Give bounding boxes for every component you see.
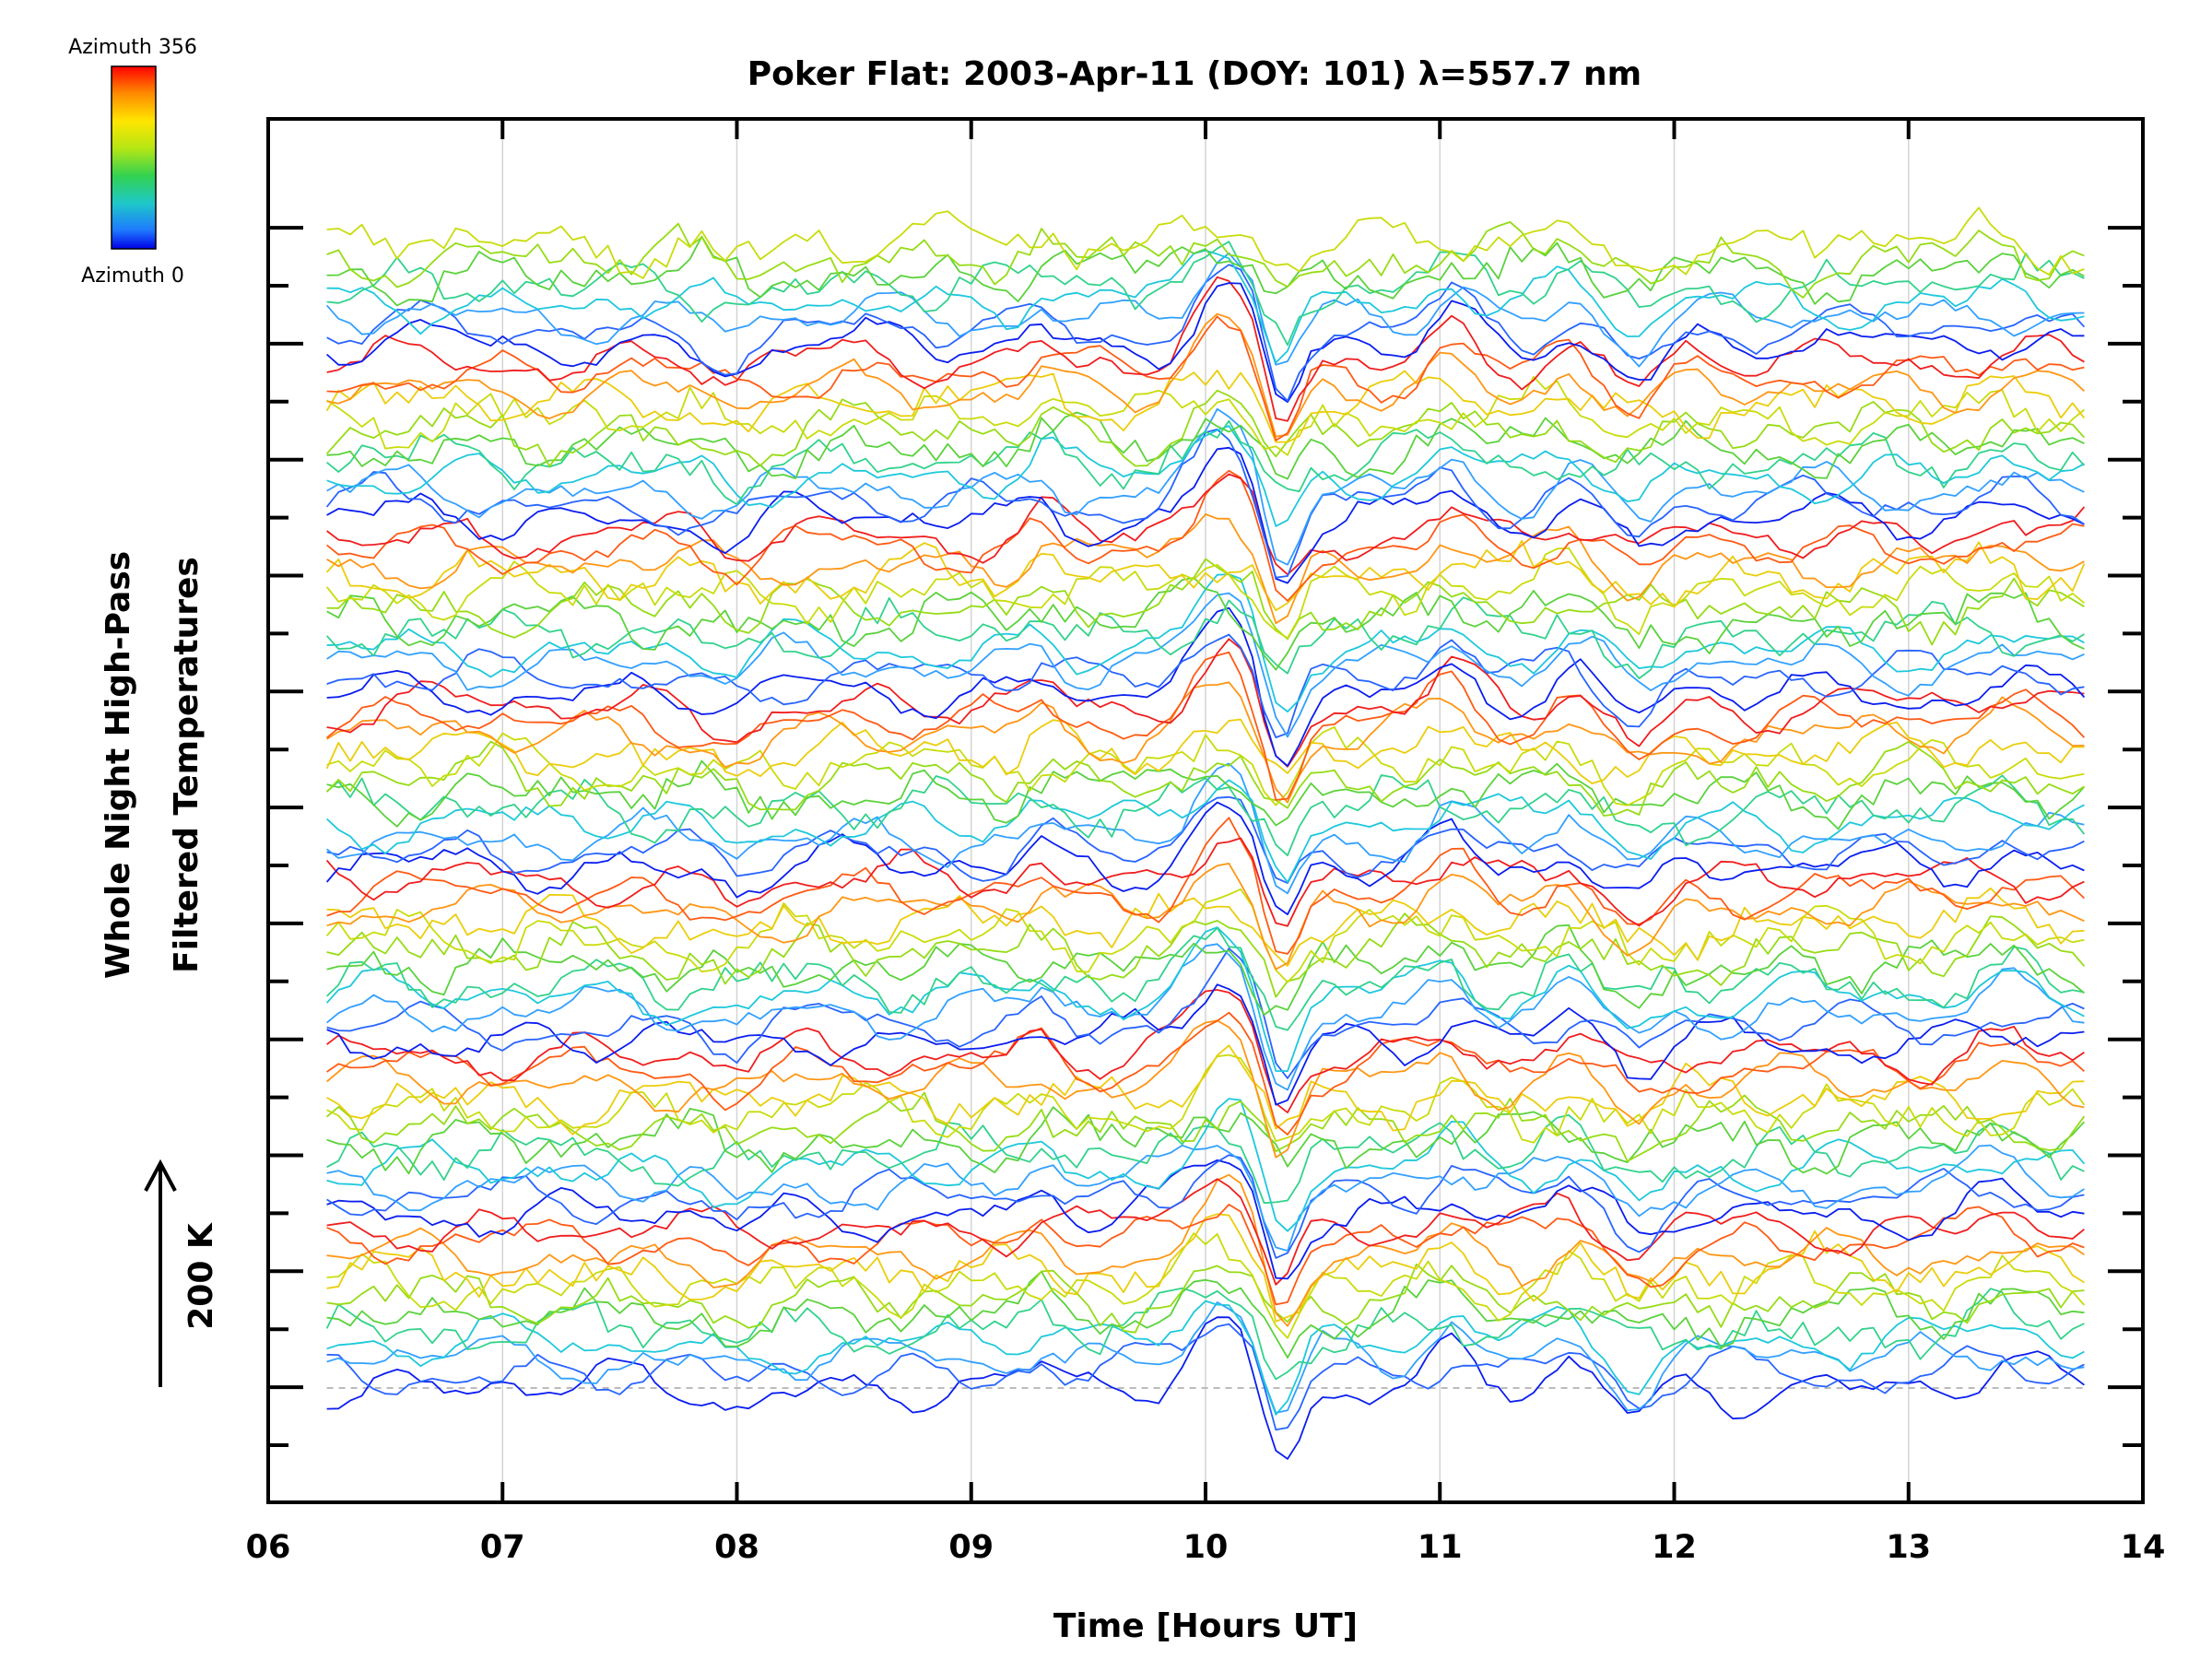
trace-line — [326, 1173, 2085, 1327]
y-ticks — [268, 226, 2143, 1447]
x-tick-label-11: 11 — [1418, 1529, 1463, 1566]
x-tick-label-14: 14 — [2121, 1529, 2166, 1566]
trace-line — [326, 220, 2085, 299]
trace-line — [326, 759, 2086, 830]
trace-line — [326, 1154, 2085, 1259]
trace-line — [326, 817, 2086, 955]
scale-label: 200 K — [182, 1222, 220, 1330]
x-tick-label-13: 13 — [1886, 1529, 1931, 1566]
trace-line — [326, 983, 2085, 1106]
trace-line — [326, 1106, 2086, 1175]
trace-line — [326, 206, 2085, 279]
trace-line — [326, 681, 2085, 804]
x-tick-label-12: 12 — [1652, 1529, 1697, 1566]
trace-line — [325, 1287, 2085, 1381]
trace-line — [326, 473, 2086, 576]
trace-line — [326, 1300, 2085, 1416]
trace-line — [326, 1204, 2085, 1306]
trace-line — [326, 1044, 2085, 1135]
trace-line — [325, 926, 2085, 1072]
trace-line — [326, 446, 2085, 584]
trace-line — [326, 1159, 2085, 1280]
x-tick-labels: 06 07 08 09 10 11 12 13 14 — [246, 1529, 2166, 1566]
trace-line — [326, 762, 2085, 895]
trace-line — [326, 1323, 2085, 1431]
x-axis-title: Time [Hours UT] — [1053, 1607, 1358, 1645]
y-axis-title-line-2: Filtered Temperatures — [168, 557, 206, 973]
trace-line — [325, 801, 2085, 915]
colorbar-bottom-label: Azimuth 0 — [81, 265, 184, 288]
trace-line — [326, 651, 2086, 801]
trace-line — [326, 795, 2085, 884]
trace-line — [325, 369, 2086, 443]
trace-line — [326, 419, 2086, 506]
trace-line — [326, 947, 2085, 1079]
y-axis-title: Whole Night High-Pass Filtered Temperatu… — [100, 551, 206, 979]
trace-line — [326, 558, 2085, 646]
trace-line — [326, 1098, 2086, 1232]
trace-line — [326, 638, 2085, 768]
trace-line — [325, 926, 2085, 1031]
x-tick-label-09: 09 — [948, 1529, 994, 1566]
traces — [325, 206, 2086, 1460]
trace-line — [326, 282, 2085, 404]
trace-line — [326, 577, 2085, 671]
trace-line — [326, 1178, 2085, 1286]
trace-line — [325, 740, 2085, 817]
trace-line — [326, 606, 2086, 767]
trace-line — [326, 1091, 2086, 1162]
x-tick-label-08: 08 — [714, 1529, 759, 1566]
trace-line — [326, 887, 2085, 967]
trace-line — [326, 989, 2085, 1113]
colorbar-gradient — [111, 65, 157, 250]
trace-line — [326, 774, 2086, 857]
trace-line — [326, 1144, 2085, 1252]
scale-indicator: 200 K — [144, 1159, 220, 1387]
x-tick-label-07: 07 — [480, 1529, 525, 1566]
chart-title: Poker Flat: 2003-Apr-11 (DOY: 101) λ=557… — [747, 55, 1641, 93]
trace-line — [325, 779, 2085, 884]
trace-line — [325, 539, 2086, 612]
trace-line — [326, 633, 2085, 738]
trace-line — [326, 924, 2085, 1016]
trace-line — [326, 425, 2085, 527]
trace-line — [326, 1263, 2085, 1334]
trace-line — [325, 718, 2085, 784]
trace-line — [326, 469, 2085, 602]
trace-line — [326, 1011, 2085, 1135]
trace-line — [326, 912, 2086, 998]
trace-line — [326, 1301, 2085, 1414]
trace-line — [326, 943, 2085, 1091]
trace-line — [326, 375, 2085, 456]
trace-line — [325, 837, 2085, 927]
plot-area: 06 07 08 09 10 11 12 13 14 — [246, 117, 2166, 1566]
trace-line — [326, 411, 2085, 480]
y-axis-title-line-1: Whole Night High-Pass — [100, 551, 137, 979]
trace-line — [326, 863, 2085, 971]
gridlines — [501, 119, 1910, 1502]
trace-line — [326, 725, 2085, 806]
colorbar-top-label: Azimuth 356 — [68, 36, 197, 59]
trace-line — [325, 596, 2085, 679]
trace-line — [325, 389, 2086, 467]
trace-line — [326, 1053, 2086, 1144]
colorbar: Azimuth 356 Azimuth 0 — [68, 36, 197, 288]
trace-line — [326, 513, 2085, 625]
trace-line — [326, 1114, 2085, 1205]
x-tick-label-10: 10 — [1183, 1529, 1229, 1566]
trace-line — [326, 1316, 2085, 1460]
trace-line — [326, 592, 2085, 738]
scale-arrow-head — [144, 1159, 177, 1192]
x-tick-label-06: 06 — [246, 1529, 291, 1566]
trace-line — [325, 888, 2085, 983]
trace-line — [326, 1232, 2086, 1339]
x-ticks — [266, 119, 2145, 1502]
trace-line — [326, 1213, 2085, 1323]
trace-line — [326, 1019, 2085, 1159]
trace-line — [325, 252, 2085, 368]
trace-line — [326, 315, 2085, 441]
